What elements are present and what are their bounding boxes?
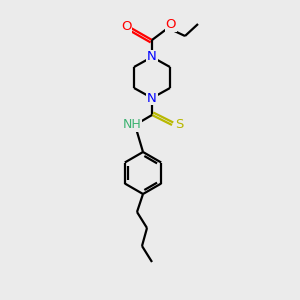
Text: O: O [121, 20, 131, 34]
Text: N: N [147, 50, 157, 64]
Text: S: S [175, 118, 183, 131]
Text: N: N [147, 92, 157, 104]
Text: NH: NH [123, 118, 141, 131]
Text: O: O [166, 19, 176, 32]
